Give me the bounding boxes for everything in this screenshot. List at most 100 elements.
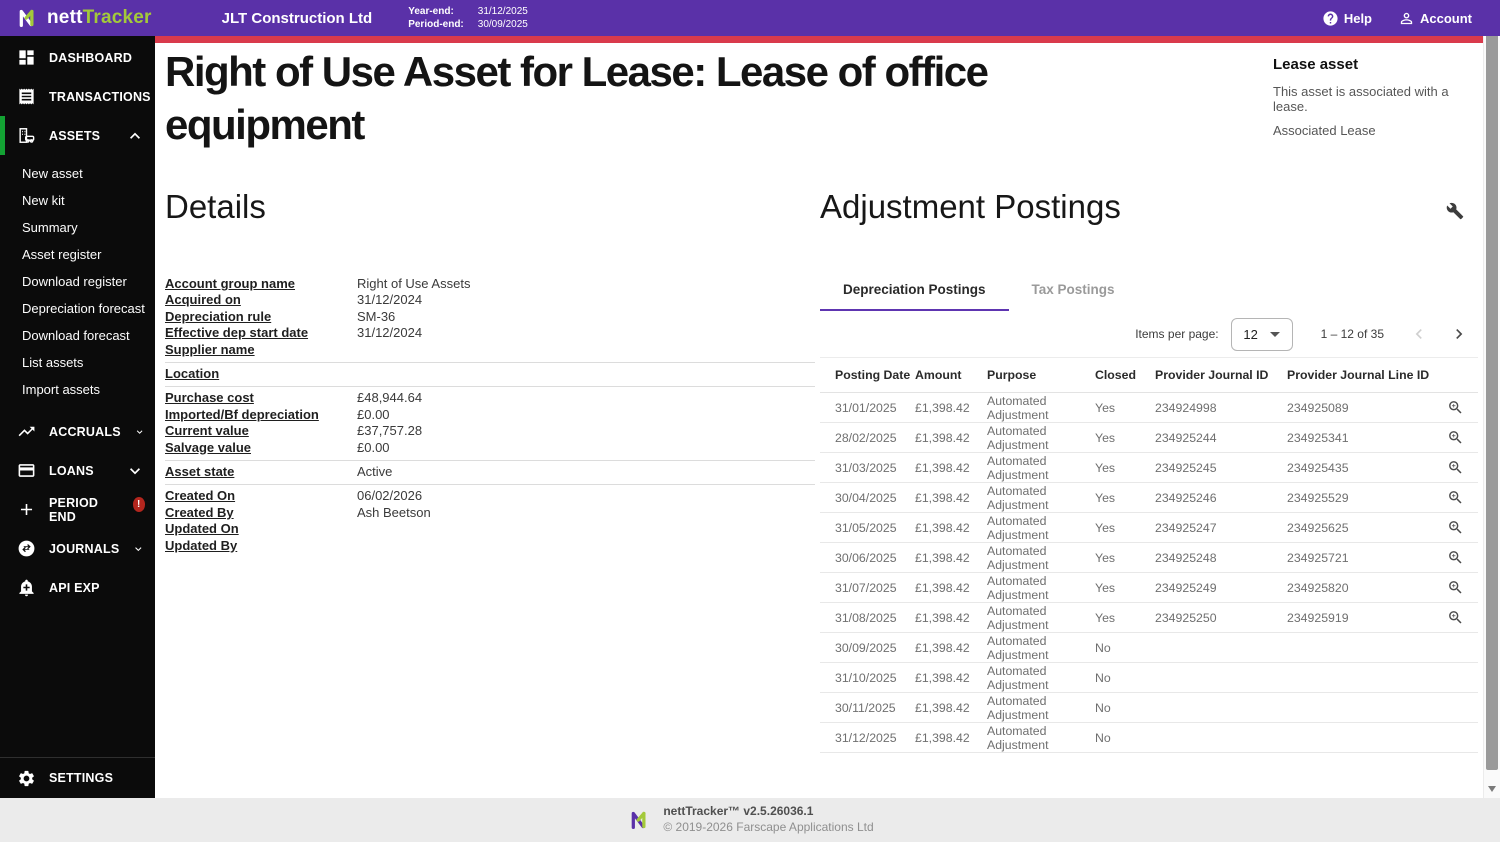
sidebar-subitem-download-forecast[interactable]: Download forecast <box>22 328 130 343</box>
sidebar-item-label: ACCRUALS <box>49 424 121 439</box>
detail-field-value: £0.00 <box>357 439 390 455</box>
posting-date-cell: 31/03/2025 <box>835 460 897 475</box>
detail-field: Updated On <box>165 521 815 537</box>
next-page-button[interactable] <box>1446 321 1472 347</box>
items-per-page-label: Items per page: <box>1135 327 1219 341</box>
chevron-right-icon <box>1456 329 1463 339</box>
period-info: Year-end: 31/12/2025 Period-end: 30/09/2… <box>408 6 528 31</box>
posting-date-cell: 30/11/2025 <box>835 700 896 715</box>
associated-lease-link[interactable]: Associated Lease <box>1273 123 1376 138</box>
table-row: 30/04/2025 £1,398.42 Automated Adjustment Y… <box>820 483 1478 513</box>
sidebar-item-loans[interactable]: LOANS <box>0 451 155 490</box>
items-per-page-select[interactable]: 12 <box>1230 317 1293 351</box>
detail-field-label: Updated On <box>165 521 239 537</box>
postings-tabs: Depreciation Postings Tax Postings <box>820 270 1478 311</box>
brand-name: nettTracker <box>47 7 152 28</box>
page-title: Right of Use Asset for Lease: Lease of o… <box>165 48 989 148</box>
purpose-cell: Automated Adjustment <box>987 543 1049 572</box>
sidebar-item-label: PERIOD END <box>49 495 99 524</box>
sidebar-subitem-summary[interactable]: Summary <box>22 220 78 235</box>
sidebar-item-settings[interactable]: SETTINGS <box>0 757 155 798</box>
zoom-in-icon[interactable] <box>1447 609 1464 626</box>
range-label: 1 – 12 of 35 <box>1320 327 1384 341</box>
brand-logo[interactable]: nettTracker <box>14 5 152 31</box>
table-row: 28/02/2025 £1,398.42 Automated Adjustment Y… <box>820 423 1478 453</box>
sidebar-item-assets[interactable]: ASSETS <box>0 116 155 155</box>
sidebar-item-transactions[interactable]: TRANSACTIONS <box>0 77 155 116</box>
sidebar-subitem-list-assets[interactable]: List assets <box>22 355 84 370</box>
sidebar-subitem-depreciation-forecast[interactable]: Depreciation forecast <box>22 301 145 316</box>
prev-page-button[interactable] <box>1406 321 1432 347</box>
help-button[interactable]: Help <box>1322 10 1372 27</box>
amount-cell: £1,398.42 <box>915 700 970 715</box>
closed-cell: No <box>1095 640 1111 655</box>
table-row: 31/03/2025 £1,398.42 Automated Adjustment Y… <box>820 453 1478 483</box>
scroll-down-arrow-icon[interactable] <box>1488 786 1496 792</box>
sidebar-item-journals[interactable]: JOURNALS <box>0 529 155 568</box>
table-row: 31/10/2025 £1,398.42 Automated Adjustment N… <box>820 663 1478 693</box>
sidebar-subitem-import-assets[interactable]: Import assets <box>22 382 101 397</box>
detail-field-label: Purchase cost <box>165 390 254 406</box>
tab-tax-postings[interactable]: Tax Postings <box>1031 282 1115 297</box>
netttracker-footer-logo-icon <box>632 811 646 829</box>
zoom-in-icon[interactable] <box>1447 399 1464 416</box>
table-row: 30/06/2025 £1,398.42 Automated Adjustment Y… <box>820 543 1478 573</box>
posting-date-cell: 31/10/2025 <box>835 670 897 685</box>
zoom-in-icon[interactable] <box>1447 519 1464 536</box>
amount-cell: £1,398.42 <box>915 580 970 595</box>
closed-cell: Yes <box>1095 430 1116 445</box>
chevron-down-icon <box>135 546 142 551</box>
zoom-in-icon[interactable] <box>1447 549 1464 566</box>
scrollbar-thumb[interactable] <box>1486 18 1498 770</box>
amount-cell: £1,398.42 <box>915 640 970 655</box>
sidebar-item-api-exp[interactable]: API EXP <box>0 568 155 607</box>
vertical-scrollbar[interactable] <box>1483 0 1500 798</box>
purpose-cell: Automated Adjustment <box>987 723 1049 752</box>
bell-plus-icon <box>19 579 34 597</box>
purpose-cell: Automated Adjustment <box>987 633 1049 662</box>
sidebar-item-accruals[interactable]: ACCRUALS <box>0 412 155 451</box>
provider-journal-line-id-cell: 234925919 <box>1287 610 1349 625</box>
details-section: Details Account group name Right of Use A… <box>165 188 815 558</box>
zoom-in-icon[interactable] <box>1447 429 1464 446</box>
chevron-up-icon <box>130 132 140 139</box>
row-actions-cell <box>1437 609 1478 626</box>
zoom-in-icon[interactable] <box>1447 489 1464 506</box>
year-end-label: Year-end: <box>408 5 454 17</box>
sidebar-subitem-new-kit[interactable]: New kit <box>22 193 65 208</box>
sidebar-item-dashboard[interactable]: DASHBOARD <box>0 38 155 77</box>
detail-field-label: Depreciation rule <box>165 308 272 324</box>
closed-cell: Yes <box>1095 490 1116 505</box>
col-closed: Closed <box>1095 368 1136 382</box>
row-actions-cell <box>1437 399 1478 416</box>
zoom-in-icon[interactable] <box>1447 459 1464 476</box>
detail-field-label: Acquired on <box>165 292 241 308</box>
closed-cell: Yes <box>1095 400 1116 415</box>
top-bar: nettTracker JLT Construction Ltd Year-en… <box>0 0 1500 36</box>
detail-field-label: Asset state <box>165 464 235 480</box>
tab-depreciation-postings[interactable]: Depreciation Postings <box>820 270 1009 311</box>
items-per-page-value: 12 <box>1243 326 1258 342</box>
detail-field: Location <box>165 366 815 382</box>
wrench-icon[interactable] <box>1446 202 1464 220</box>
provider-journal-line-id-cell: 234925341 <box>1287 430 1349 445</box>
posting-date-cell: 30/09/2025 <box>835 640 897 655</box>
detail-field-value: Right of Use Assets <box>357 276 471 291</box>
sidebar-subitem-download-register[interactable]: Download register <box>22 274 127 289</box>
account-button[interactable]: Account <box>1398 10 1472 27</box>
detail-field-label: Created By <box>165 504 234 520</box>
detail-field: Account group name Right of Use Assets <box>165 276 815 292</box>
adjustment-postings-section: Adjustment Postings Depreciation Posting… <box>820 188 1478 753</box>
detail-field: Created By Ash Beetson <box>165 505 815 521</box>
sidebar-subitem-new-asset[interactable]: New asset <box>22 166 83 181</box>
sidebar-subitem-asset-register[interactable]: Asset register <box>22 247 102 262</box>
detail-field: Acquired on 31/12/2024 <box>165 292 815 308</box>
detail-field-label: Effective dep start date <box>165 325 309 341</box>
account-label: Account <box>1420 10 1472 26</box>
zoom-in-icon[interactable] <box>1447 579 1464 596</box>
amount-cell: £1,398.42 <box>915 730 970 745</box>
adjustments-heading: Adjustment Postings <box>820 188 1121 225</box>
table-row: 31/12/2025 £1,398.42 Automated Adjustment N… <box>820 723 1478 753</box>
table-row: 30/11/2025 £1,398.42 Automated Adjustment N… <box>820 693 1478 723</box>
sidebar-item-period-end[interactable]: PERIOD END ! <box>0 490 155 529</box>
